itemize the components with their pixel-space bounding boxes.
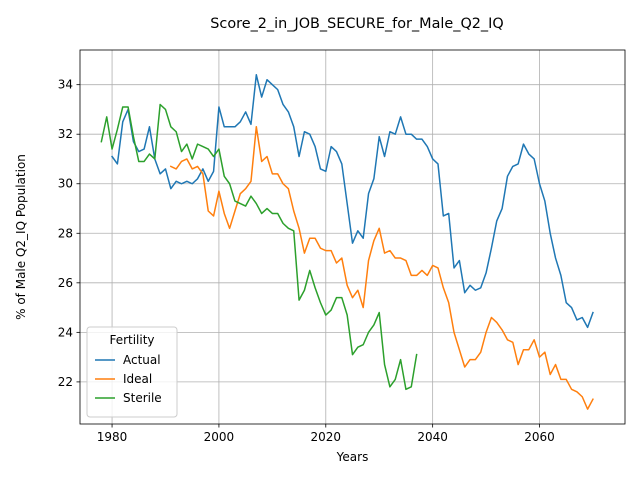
- legend-label: Actual: [123, 353, 161, 367]
- legend-entries: Actual Ideal Sterile: [95, 353, 162, 405]
- y-tick-label: 26: [58, 276, 73, 290]
- y-axis-label: % of Male Q2_IQ Population: [14, 154, 28, 320]
- x-tick-label: 2000: [204, 430, 235, 444]
- y-tick-label: 24: [58, 325, 73, 339]
- x-tick-label: 2060: [524, 430, 555, 444]
- plot-area: [79, 49, 626, 425]
- x-tick-label: 1980: [97, 430, 128, 444]
- y-tick-label: 28: [58, 226, 73, 240]
- x-tick-label: 2040: [417, 430, 448, 444]
- y-axis: 22 24 26 28 30 32 34: [58, 78, 80, 389]
- legend: Fertility Actual Ideal Sterile: [86, 326, 178, 418]
- series-line-ideal: [169, 126, 594, 410]
- series-lines: [100, 74, 594, 410]
- legend-label: Ideal: [123, 372, 152, 386]
- y-tick-label: 32: [58, 127, 73, 141]
- x-axis-label: Years: [336, 450, 369, 464]
- x-axis: 1980 2000 2020 2040 2060: [97, 424, 555, 444]
- legend-box: [86, 326, 178, 418]
- legend-title: Fertility: [109, 333, 154, 347]
- y-tick-label: 34: [58, 78, 73, 92]
- grid: [80, 50, 625, 424]
- y-tick-label: 22: [58, 375, 73, 389]
- legend-label: Sterile: [123, 391, 162, 405]
- y-tick-label: 30: [58, 177, 73, 191]
- series-line-actual: [111, 74, 594, 329]
- x-tick-label: 2020: [311, 430, 342, 444]
- series-line-sterile: [100, 103, 418, 391]
- chart-title: Score_2_in_JOB_SECURE_for_Male_Q2_IQ: [210, 16, 503, 32]
